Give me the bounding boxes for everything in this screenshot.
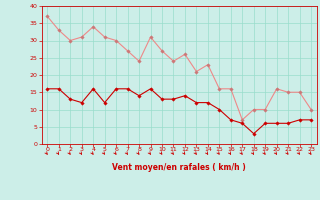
X-axis label: Vent moyen/en rafales ( km/h ): Vent moyen/en rafales ( km/h ) bbox=[112, 163, 246, 172]
